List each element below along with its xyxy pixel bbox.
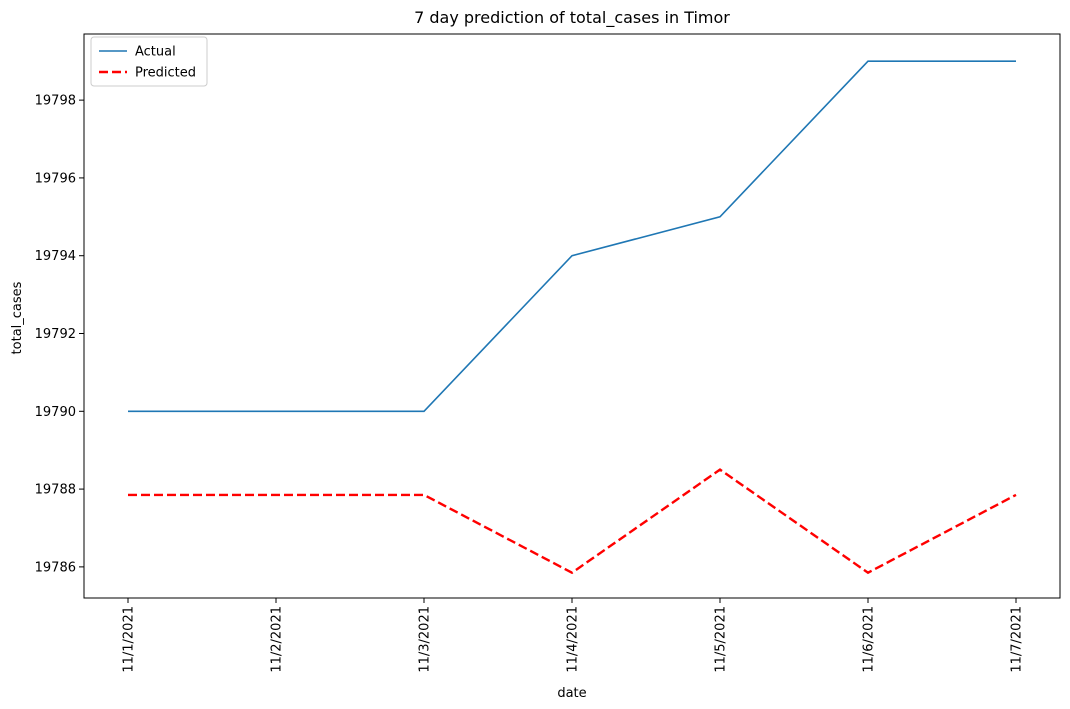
- y-tick-label: 19794: [35, 249, 76, 264]
- plot-area: [83, 33, 1061, 599]
- chart-title: 7 day prediction of total_cases in Timor: [414, 8, 730, 28]
- legend-label-predicted: Predicted: [135, 66, 196, 81]
- legend-label-actual: Actual: [135, 45, 176, 60]
- plot-frame: [83, 33, 1061, 599]
- y-axis-label: total_cases: [10, 281, 25, 354]
- series-line-actual: [128, 60, 1016, 413]
- y-axis: 19786 19788 19790 19792 19794 19796 19798: [35, 94, 84, 575]
- x-tick-label: 11/1/2021: [122, 606, 137, 673]
- y-tick-label: 19790: [35, 405, 76, 420]
- y-tick-label: 19798: [35, 94, 76, 109]
- legend-box: [90, 36, 208, 87]
- y-tick-label: 19796: [35, 171, 76, 186]
- x-tick-label: 11/5/2021: [714, 606, 729, 673]
- legend: Actual Predicted: [90, 36, 208, 87]
- x-tick-label: 11/7/2021: [1010, 606, 1025, 673]
- series-line-predicted: [128, 468, 1017, 575]
- x-tick-label: 11/2/2021: [270, 606, 285, 673]
- x-tick-label: 11/4/2021: [566, 606, 581, 673]
- y-tick-label: 19786: [35, 560, 76, 575]
- x-tick-label: 11/3/2021: [418, 606, 433, 673]
- x-tick-label: 11/6/2021: [862, 606, 877, 673]
- series-layer: [128, 60, 1017, 575]
- x-axis-label: date: [557, 686, 586, 701]
- y-tick-label: 19792: [35, 327, 76, 342]
- y-tick-label: 19788: [35, 483, 76, 498]
- x-axis: 11/1/2021 11/2/2021 11/3/2021 11/4/2021 11/5…: [122, 598, 1025, 673]
